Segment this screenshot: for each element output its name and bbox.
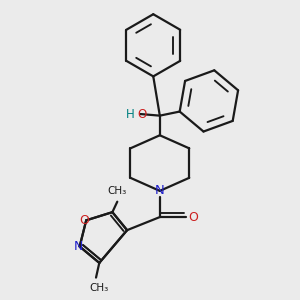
Text: O: O <box>80 214 89 227</box>
Text: H: H <box>126 107 135 121</box>
Text: N: N <box>155 184 165 197</box>
Text: O: O <box>188 211 198 224</box>
Text: O: O <box>137 107 146 121</box>
Text: N: N <box>73 240 83 253</box>
Text: CH₃: CH₃ <box>108 186 127 196</box>
Text: CH₃: CH₃ <box>90 284 109 293</box>
